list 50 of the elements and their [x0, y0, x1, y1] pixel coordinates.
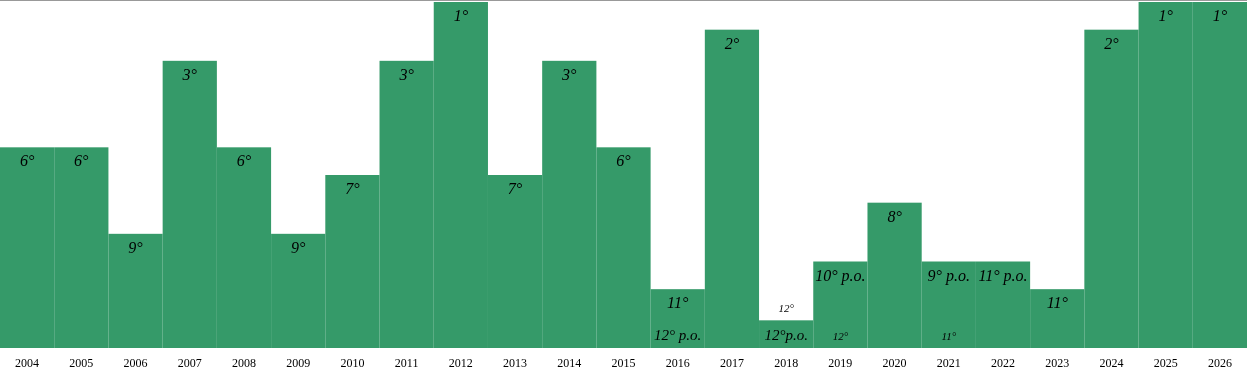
annotation: 7° [507, 180, 523, 197]
x-tick-label: 2008 [231, 356, 256, 370]
annotation: 11° [941, 330, 957, 342]
x-tick-label: 2018 [774, 356, 799, 370]
annotation: 10° p.o. [815, 266, 866, 285]
x-tick-label: 2011 [394, 356, 419, 370]
x-tick-label: 2005 [69, 356, 94, 370]
x-tick-label: 2006 [123, 356, 148, 370]
x-tick-label: 2014 [557, 356, 582, 370]
annotation: 6° [19, 152, 35, 170]
annotation: 11° p.o. [978, 266, 1028, 285]
x-tick-label: 2019 [828, 356, 853, 370]
x-tick-label: 2025 [1153, 356, 1178, 370]
x-tick-label: 2012 [448, 356, 473, 370]
annotation: 1° [1212, 7, 1228, 24]
x-tick-label: 2015 [611, 356, 636, 370]
annotation: 1° [1158, 7, 1174, 24]
x-tick-label: 2026 [1207, 356, 1232, 370]
annotation: 3° [398, 65, 415, 83]
annotation: 3° [561, 65, 578, 83]
x-tick-label: 2023 [1045, 356, 1070, 370]
annotation: 7° [345, 180, 361, 197]
x-tick-label: 2021 [936, 356, 961, 370]
x-tick-label: 2017 [719, 356, 744, 370]
annotation: 11° [1046, 294, 1069, 312]
annotation: 12° [778, 302, 795, 315]
annotation: 11° [667, 294, 689, 312]
annotation: 3° [181, 65, 198, 83]
x-tick-label: 2009 [286, 356, 311, 370]
annotation: 6° [236, 152, 252, 170]
x-tick-label: 2022 [991, 356, 1016, 370]
annotation: 8° [887, 207, 903, 225]
x-tick-label: 2004 [15, 356, 40, 370]
x-tick-label: 2010 [340, 356, 365, 370]
x-tick-label: 2020 [882, 356, 907, 370]
annotation: 12° p.o. [654, 327, 702, 343]
x-tick-label: 2016 [665, 356, 690, 370]
x-tick-label: 2007 [177, 356, 202, 370]
x-tick-label: 2024 [1099, 356, 1124, 370]
annotation: 9° [290, 238, 306, 256]
annotation: 6° [616, 152, 632, 170]
annotation: 9° p.o. [927, 266, 971, 285]
annotation: 9° [128, 238, 144, 256]
annotation: 1° [453, 7, 469, 24]
annotation: 2° [724, 34, 740, 52]
annotation: 12° [832, 330, 849, 342]
annotation: 2° [1104, 34, 1120, 52]
annotation: 12°p.o. [764, 327, 808, 343]
annotation: 6° [74, 152, 90, 170]
x-tick-label: 2013 [503, 356, 528, 370]
